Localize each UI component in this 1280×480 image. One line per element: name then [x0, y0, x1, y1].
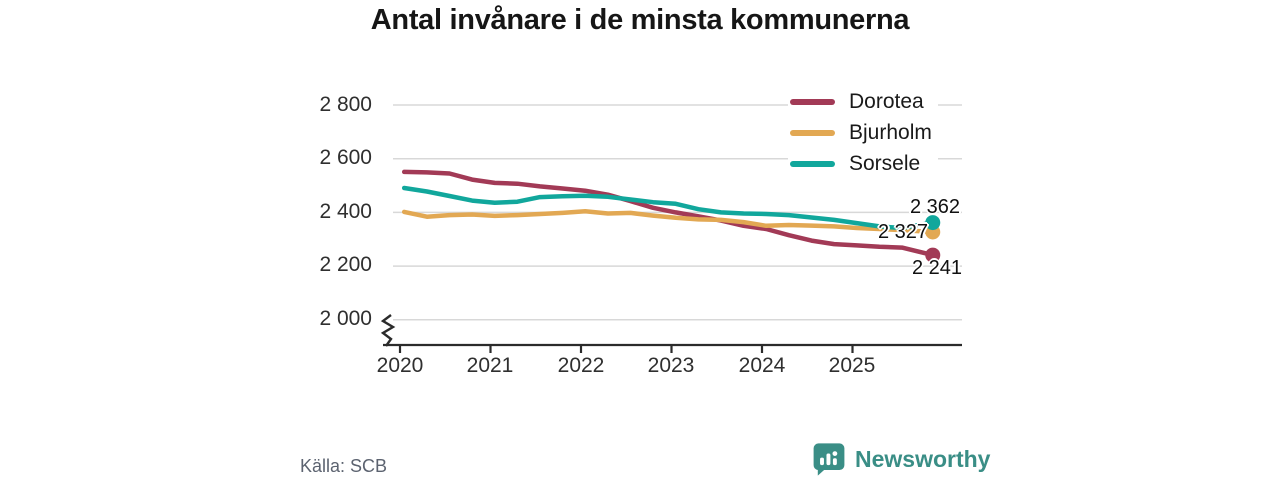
- series-line-dorotea: [401, 169, 936, 258]
- series-endpoint-dorotea: [925, 247, 941, 263]
- legend-item-bjurholm: Bjurholm: [788, 117, 938, 148]
- x-axis-tick-label: 2022: [557, 354, 605, 377]
- axis-break-zigzag: [380, 314, 396, 347]
- x-axis-tick-label: 2021: [466, 354, 514, 377]
- end-value-label-bjurholm: 2 327: [877, 221, 928, 243]
- y-axis-tick-label: 2 000: [319, 307, 372, 330]
- y-axis-tick-label: 2 400: [319, 200, 372, 223]
- newsworthy-logo-text: Newsworthy: [855, 446, 991, 472]
- legend-label: Sorsele: [849, 151, 921, 175]
- series-line-sorsele: [401, 185, 936, 231]
- end-value-label-sorsele: 2 362: [909, 196, 960, 218]
- x-axis-tick-label: 2025: [828, 354, 876, 377]
- chart-title: Antal invånare i de minsta kommunerna: [370, 4, 910, 36]
- y-axis-tick-label: 2 800: [319, 93, 372, 116]
- x-axis-tick-label: 2024: [738, 354, 786, 377]
- source-note: Källa: SCB: [300, 456, 388, 476]
- y-axis-tick-label: 2 600: [319, 146, 372, 169]
- x-axis-tick-label: 2020: [376, 354, 424, 377]
- legend-swatch-dorotea: [790, 98, 835, 105]
- end-value-label-dorotea: 2 241: [911, 257, 962, 279]
- legend-label: Bjurholm: [849, 120, 932, 144]
- y-axis-tick-label: 2 200: [319, 253, 372, 276]
- newsworthy-branding: Newsworthy: [812, 442, 990, 477]
- legend: Dorotea Bjurholm Sorsele: [788, 86, 938, 179]
- legend-item-dorotea: Dorotea: [788, 86, 938, 117]
- newsworthy-logo-icon: [813, 443, 845, 476]
- legend-swatch-bjurholm: [790, 129, 835, 136]
- legend-item-sorsele: Sorsele: [788, 148, 938, 179]
- x-axis-tick-label: 2023: [647, 354, 695, 377]
- legend-label: Dorotea: [849, 89, 924, 113]
- legend-swatch-sorsele: [790, 160, 835, 167]
- series-line-bjurholm: [401, 209, 936, 235]
- series-endpoint-sorsele: [925, 215, 941, 231]
